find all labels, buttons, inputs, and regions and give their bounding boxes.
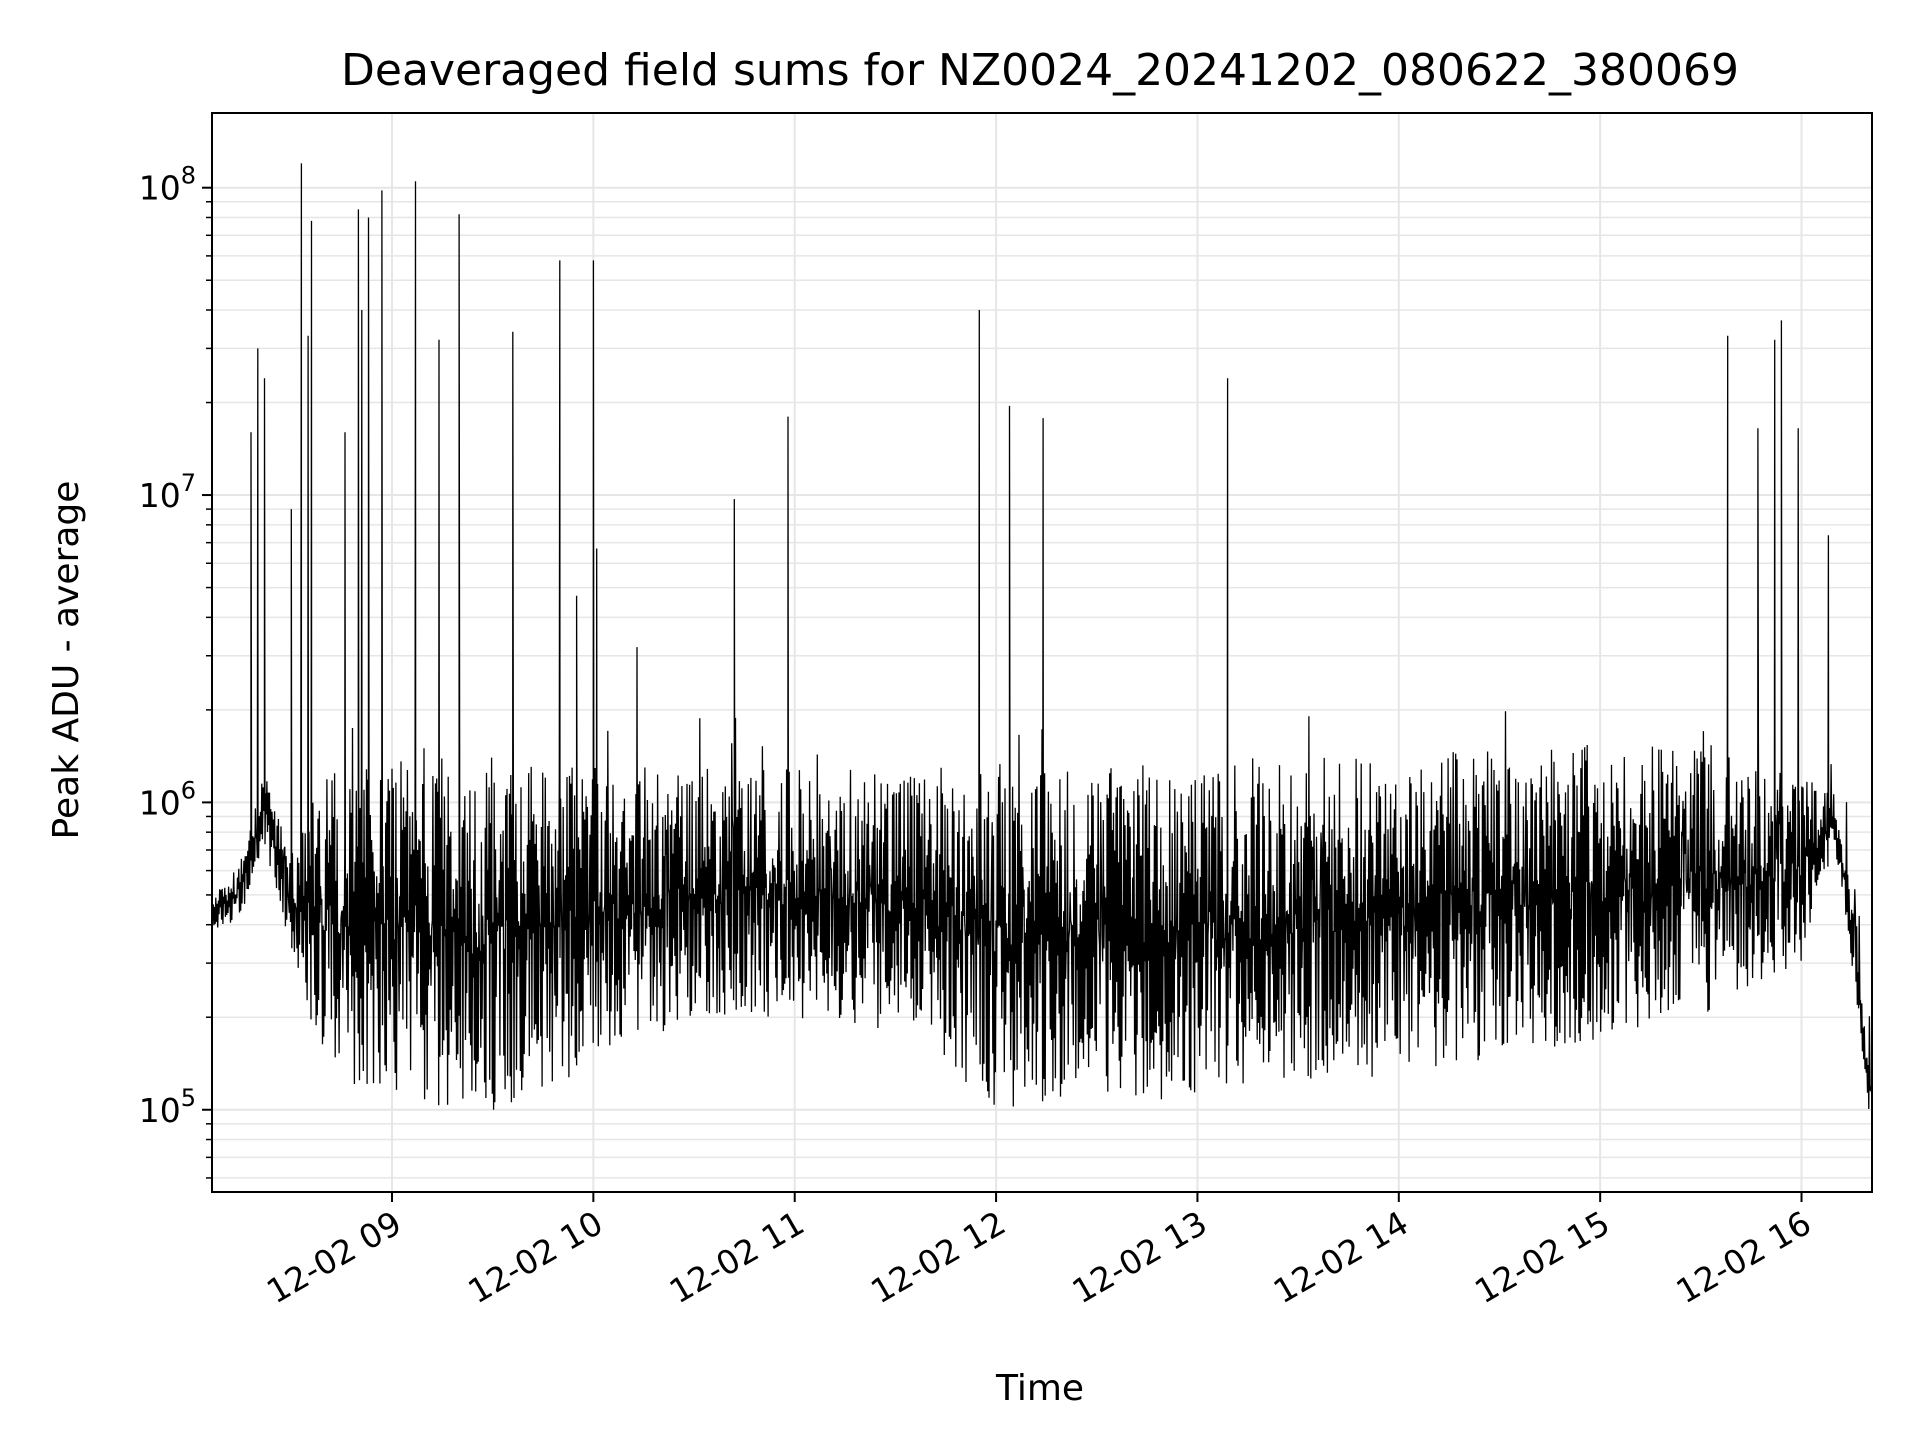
y-tick-label: 107 [139, 469, 196, 515]
chart-title: Deaveraged field sums for NZ0024_2024120… [341, 45, 1739, 96]
series-layer [211, 163, 1873, 1110]
x-axis-label: Time [995, 1368, 1084, 1409]
y-tick-label: 105 [139, 1084, 196, 1130]
plot-area-frame [211, 112, 1873, 1193]
y-tick-label: 108 [139, 162, 196, 208]
y-tick-label: 106 [139, 776, 196, 822]
y-axis-label: Peak ADU - average [46, 481, 87, 840]
series-line [211, 163, 1873, 1110]
